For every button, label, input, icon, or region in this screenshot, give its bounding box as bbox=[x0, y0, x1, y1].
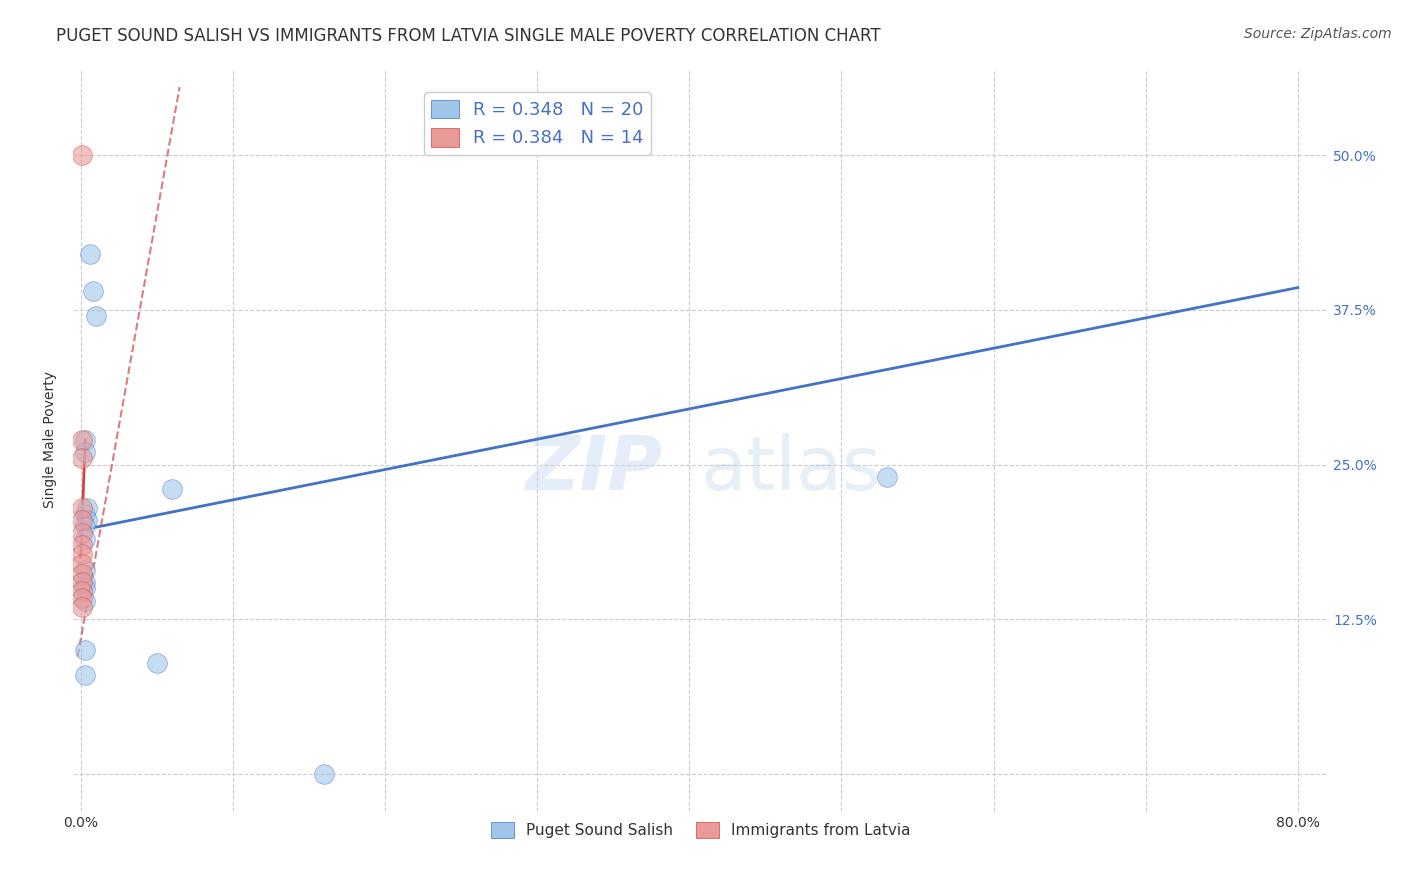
Text: atlas: atlas bbox=[700, 433, 882, 506]
Point bbox=[76, 513, 98, 527]
Point bbox=[75, 445, 97, 459]
Point bbox=[75, 643, 97, 657]
Point bbox=[145, 656, 167, 670]
Point bbox=[876, 470, 898, 484]
Point bbox=[82, 285, 104, 299]
Point bbox=[70, 148, 93, 162]
Point bbox=[70, 557, 93, 571]
Point bbox=[70, 500, 93, 515]
Point bbox=[76, 500, 98, 515]
Point bbox=[70, 451, 93, 466]
Point bbox=[70, 591, 93, 606]
Text: PUGET SOUND SALISH VS IMMIGRANTS FROM LATVIA SINGLE MALE POVERTY CORRELATION CHA: PUGET SOUND SALISH VS IMMIGRANTS FROM LA… bbox=[56, 27, 882, 45]
Point bbox=[70, 575, 93, 590]
Text: ZIP: ZIP bbox=[526, 433, 664, 506]
Point bbox=[70, 513, 93, 527]
Point bbox=[79, 247, 101, 261]
Point bbox=[70, 599, 93, 614]
Y-axis label: Single Male Poverty: Single Male Poverty bbox=[44, 371, 58, 508]
Point bbox=[75, 668, 97, 682]
Point bbox=[75, 582, 97, 596]
Point bbox=[75, 593, 97, 607]
Point bbox=[75, 519, 97, 533]
Point bbox=[84, 309, 107, 323]
Legend: Puget Sound Salish, Immigrants from Latvia: Puget Sound Salish, Immigrants from Latv… bbox=[485, 816, 917, 845]
Point bbox=[70, 433, 93, 447]
Point bbox=[75, 433, 97, 447]
Point bbox=[70, 525, 93, 540]
Point bbox=[160, 483, 183, 497]
Point bbox=[70, 566, 93, 581]
Point bbox=[314, 767, 336, 781]
Point bbox=[75, 507, 97, 521]
Point bbox=[75, 575, 97, 590]
Point bbox=[70, 583, 93, 598]
Point bbox=[70, 547, 93, 561]
Text: Source: ZipAtlas.com: Source: ZipAtlas.com bbox=[1244, 27, 1392, 41]
Point bbox=[75, 563, 97, 577]
Point bbox=[70, 538, 93, 552]
Point bbox=[75, 532, 97, 546]
